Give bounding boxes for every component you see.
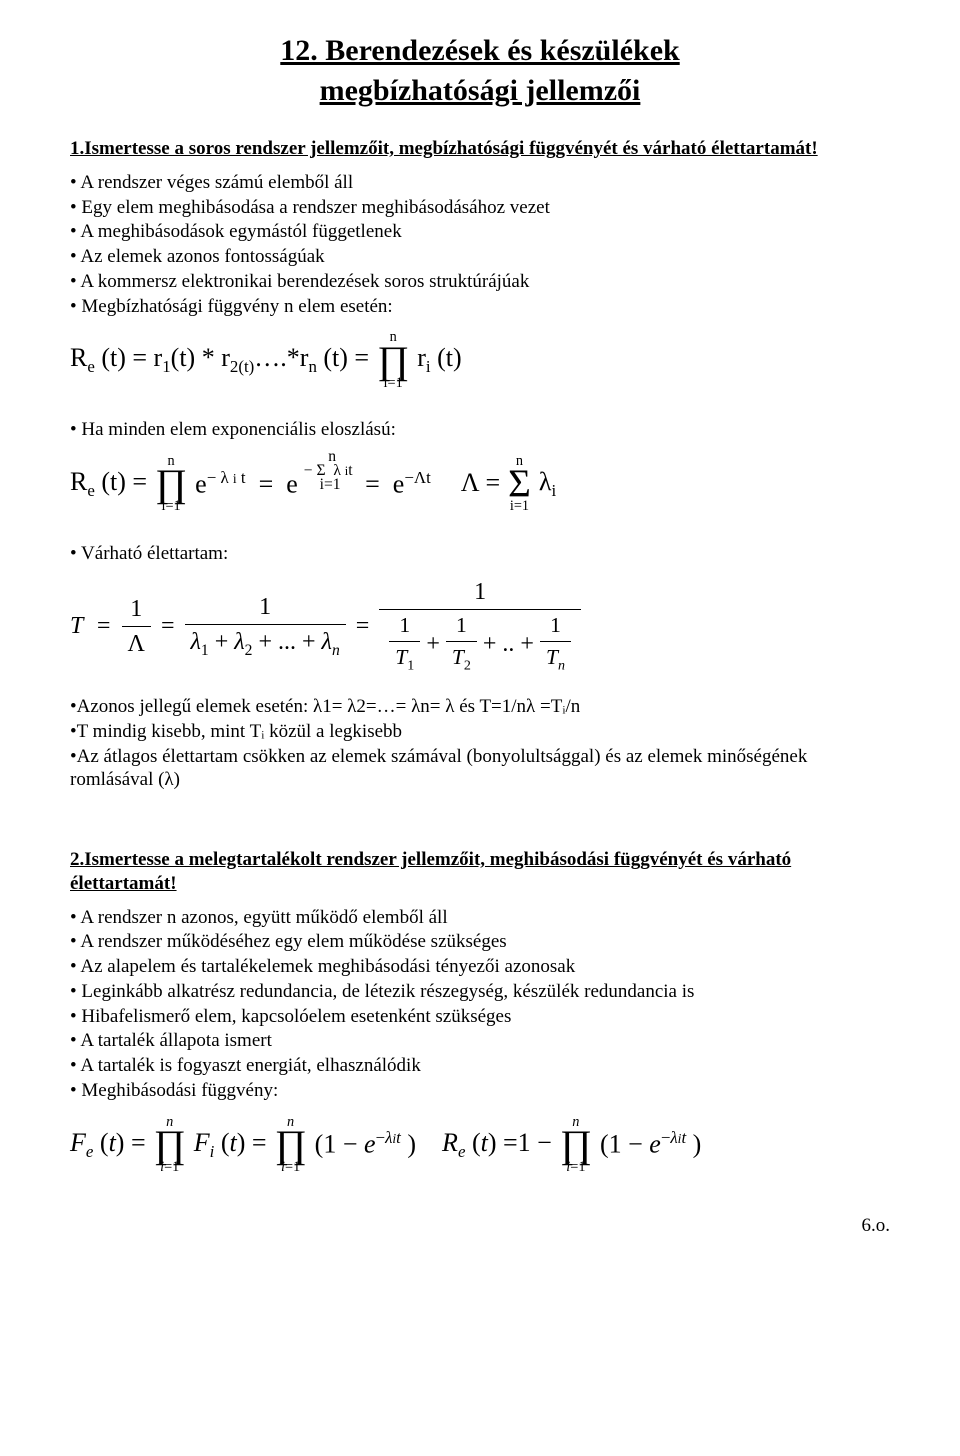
formula-reliability-product: Re (t) = r1(t) * r2(t)….*rn (t) = n∏i=1 … [70,330,890,390]
q1-exp-label: • Ha minden elem exponenciális eloszlású… [70,418,890,442]
q1-bullet: • Egy elem meghibásodása a rendszer megh… [70,196,890,220]
formula-lifetime: T = 1Λ = 1λ1 + λ2 + ... + λn = 1 1T1 + 1… [70,577,890,675]
q2-bullet: • A tartalék is fogyaszt energiát, elhas… [70,1054,890,1078]
q1-tail-bullet: •T mindig kisebb, mint Tᵢ közül a legkis… [70,720,890,744]
formula-failure-function: Fe (t) = n∏i=1 Fi (t) = n∏i=1 (1 − e−λit… [70,1115,890,1175]
q1-tail-bullet: •Azonos jellegű elemek esetén: λ1= λ2=…=… [70,695,890,719]
q2-bullet: • Hibafelismerő elem, kapcsolóelem esete… [70,1005,890,1029]
q1-bullet: • Az elemek azonos fontosságúak [70,245,890,269]
page-title-line1: 12. Berendezések és készülékek [70,32,890,70]
q2-bullet: • Leginkább alkatrész redundancia, de lé… [70,980,890,1004]
q1-bullet: • Megbízhatósági függvény n elem esetén: [70,295,890,319]
question-1-heading: 1.Ismertesse a soros rendszer jellemzőit… [70,137,890,161]
q1-bullet: • A rendszer véges számú elemből áll [70,171,890,195]
page-footer: 6.o. [70,1214,890,1238]
q1-bullet: • A meghibásodások egymástól függetlenek [70,220,890,244]
q1-tail-bullet: •Az átlagos élettartam csökken az elemek… [70,745,890,793]
q2-bullet: • A rendszer n azonos, együtt működő ele… [70,906,890,930]
q2-bullet: • A rendszer működéséhez egy elem működé… [70,930,890,954]
q2-bullet: • Meghibásodási függvény: [70,1079,890,1103]
q2-bullet: • A tartalék állapota ismert [70,1029,890,1053]
q2-bullet: • Az alapelem és tartalékelemek meghibás… [70,955,890,979]
q1-bullet: • A kommersz elektronikai berendezések s… [70,270,890,294]
formula-exponential: Re (t) = n∏i=1 e− λ i t = e n − Σ λ it i… [70,454,890,514]
page-title-line2: megbízhatósági jellemzői [70,72,890,110]
q1-life-label: • Várható élettartam: [70,542,890,566]
question-2-heading: 2.Ismertesse a melegtartalékolt rendszer… [70,848,890,896]
